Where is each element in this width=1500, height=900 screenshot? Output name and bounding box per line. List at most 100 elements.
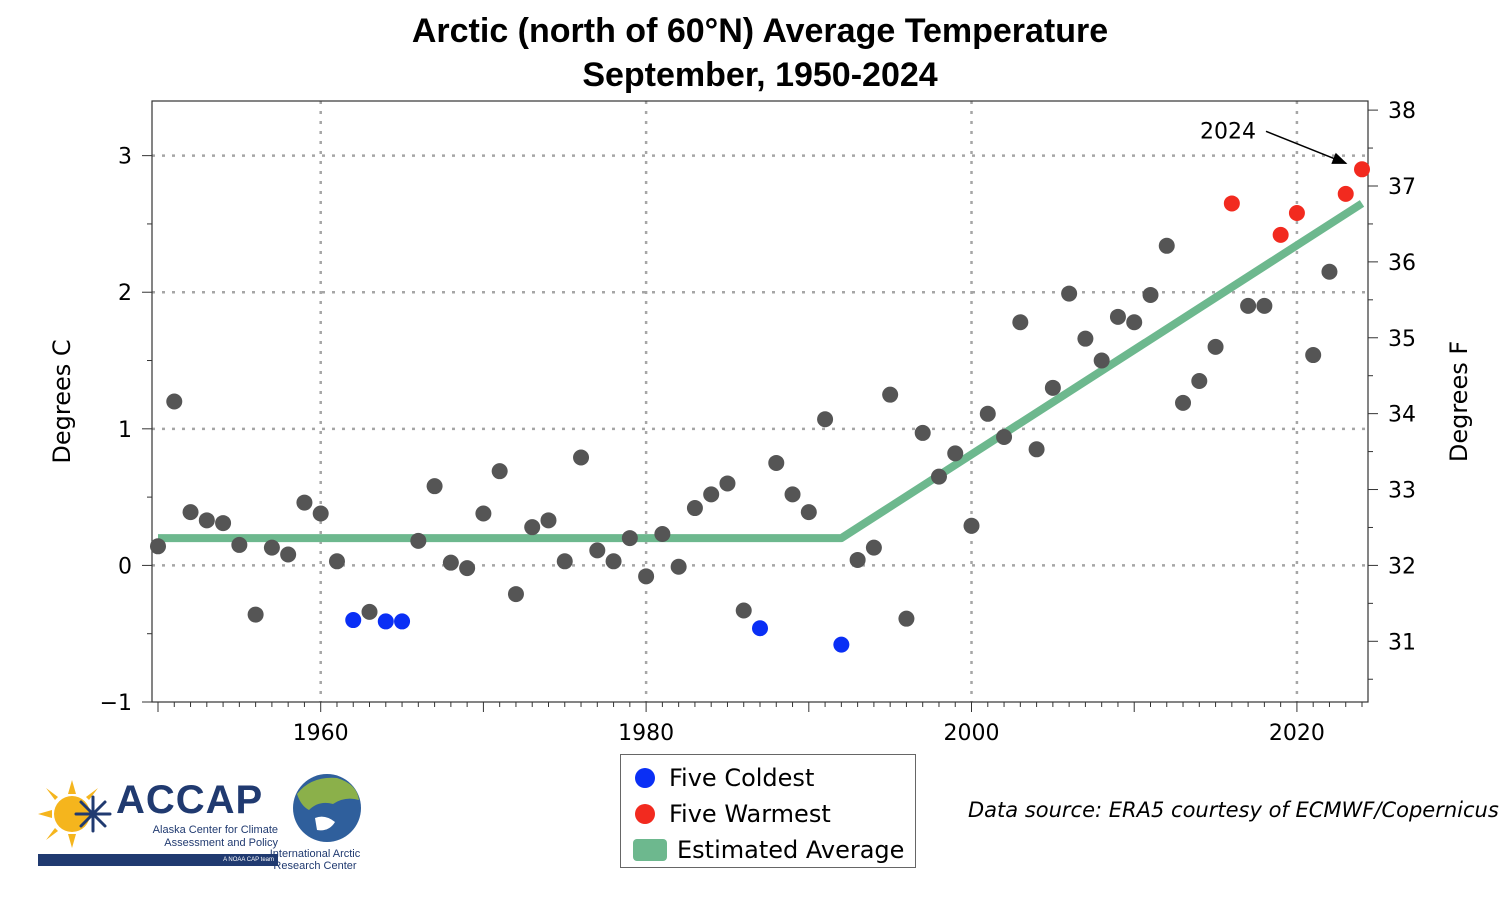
data-point [198, 512, 215, 529]
data-point-warmest [1354, 161, 1370, 178]
data-point [1158, 237, 1175, 254]
data-point [800, 504, 817, 521]
data-point [280, 546, 297, 563]
data-point-coldest [394, 613, 411, 630]
data-point [719, 475, 736, 492]
legend-entry-warmest: Five Warmest [633, 799, 831, 829]
data-point [735, 602, 752, 619]
data-point [1093, 352, 1110, 369]
legend-marker-warmest [635, 804, 655, 824]
data-point [442, 554, 459, 571]
data-point [1028, 441, 1045, 458]
data-point [817, 411, 834, 428]
data-point [1191, 373, 1208, 390]
data-point [556, 553, 573, 570]
y2-tick-label: 33 [1388, 479, 1416, 504]
data-point [979, 405, 996, 422]
data-point [1175, 394, 1192, 411]
data-point [1240, 297, 1257, 314]
annotation-label: 2024 [1200, 119, 1256, 144]
y-tick-label: 3 [118, 145, 132, 170]
y2-tick-label: 38 [1388, 99, 1416, 124]
data-point [865, 539, 882, 556]
data-point [686, 500, 703, 517]
data-point [150, 538, 166, 555]
data-point [491, 463, 508, 480]
legend-label-coldest: Five Coldest [669, 764, 815, 792]
y2-tick-label: 32 [1388, 554, 1416, 579]
data-point [605, 553, 622, 570]
x-tick-label: 2000 [944, 721, 1000, 746]
data-point [638, 568, 655, 585]
accap-tagline: A NOAA CAP team [38, 854, 278, 866]
trend-line [158, 200, 1365, 543]
data-point [621, 530, 638, 547]
legend-label-average: Estimated Average [677, 836, 905, 864]
data-point [963, 517, 980, 534]
data-point [426, 478, 443, 495]
data-point [1044, 379, 1061, 396]
data-point-coldest [345, 612, 362, 629]
data-point [296, 494, 313, 511]
data-point [849, 551, 866, 568]
data-point [166, 393, 183, 410]
data-point [231, 536, 248, 553]
y2-tick-label: 34 [1388, 403, 1416, 428]
accap-logo: ACCAP Alaska Center for Climate Assessme… [38, 778, 278, 870]
chart-legend: Five Coldest Five Warmest Estimated Aver… [620, 754, 916, 868]
data-point [930, 468, 947, 485]
data-point [703, 486, 720, 503]
data-point [1256, 297, 1273, 314]
data-point [1142, 286, 1159, 303]
y-tick-label: 2 [118, 281, 132, 306]
data-point [784, 486, 801, 503]
data-point [654, 525, 671, 542]
data-point [898, 610, 915, 627]
data-point-warmest [1272, 226, 1289, 243]
data-point [1061, 285, 1078, 302]
legend-label-warmest: Five Warmest [669, 800, 831, 828]
data-point [410, 532, 427, 549]
data-point [215, 515, 232, 532]
data-point-warmest [1288, 205, 1305, 222]
data-point [475, 505, 492, 522]
annotation-arrow [1265, 130, 1348, 164]
data-point-coldest [377, 613, 394, 630]
data-point [1077, 330, 1094, 347]
legend-entry-average: Estimated Average [633, 835, 904, 865]
data-point [573, 449, 590, 466]
data-point [459, 560, 476, 577]
y-tick-label: 1 [118, 418, 132, 443]
data-point [1109, 308, 1126, 325]
data-point [247, 606, 264, 623]
y2-tick-label: 37 [1388, 175, 1416, 200]
accap-wordmark: ACCAP [116, 778, 264, 822]
data-point [540, 512, 557, 529]
data-point [361, 603, 378, 620]
y2-axis-title: Degrees F [1445, 341, 1473, 462]
data-point-coldest [752, 620, 768, 637]
data-point [312, 505, 329, 522]
x-tick-label: 1960 [293, 721, 349, 746]
y-axis-title: Degrees C [48, 339, 76, 463]
data-point [1321, 263, 1338, 280]
iarc-name: International Arctic Research Center [269, 848, 361, 872]
chart-title: Arctic (north of 60°N) Average Temperatu… [411, 12, 1109, 50]
globe-icon [293, 774, 361, 842]
data-source-note: Data source: ERA5 courtesy of ECMWF/Cope… [968, 798, 1499, 822]
legend-marker-coldest [635, 768, 655, 788]
data-point-coldest [833, 636, 850, 653]
x-tick-label: 1980 [618, 721, 674, 746]
iarc-logo: International Arctic Research Center [245, 770, 385, 874]
data-point [882, 386, 899, 403]
data-point [996, 429, 1013, 446]
data-point [1305, 347, 1322, 364]
y2-tick-label: 35 [1388, 327, 1416, 352]
data-point-warmest [1337, 185, 1354, 202]
data-point [670, 558, 687, 575]
data-point [914, 424, 931, 441]
data-point [589, 542, 606, 559]
legend-entry-coldest: Five Coldest [633, 763, 814, 793]
data-point [768, 454, 785, 471]
